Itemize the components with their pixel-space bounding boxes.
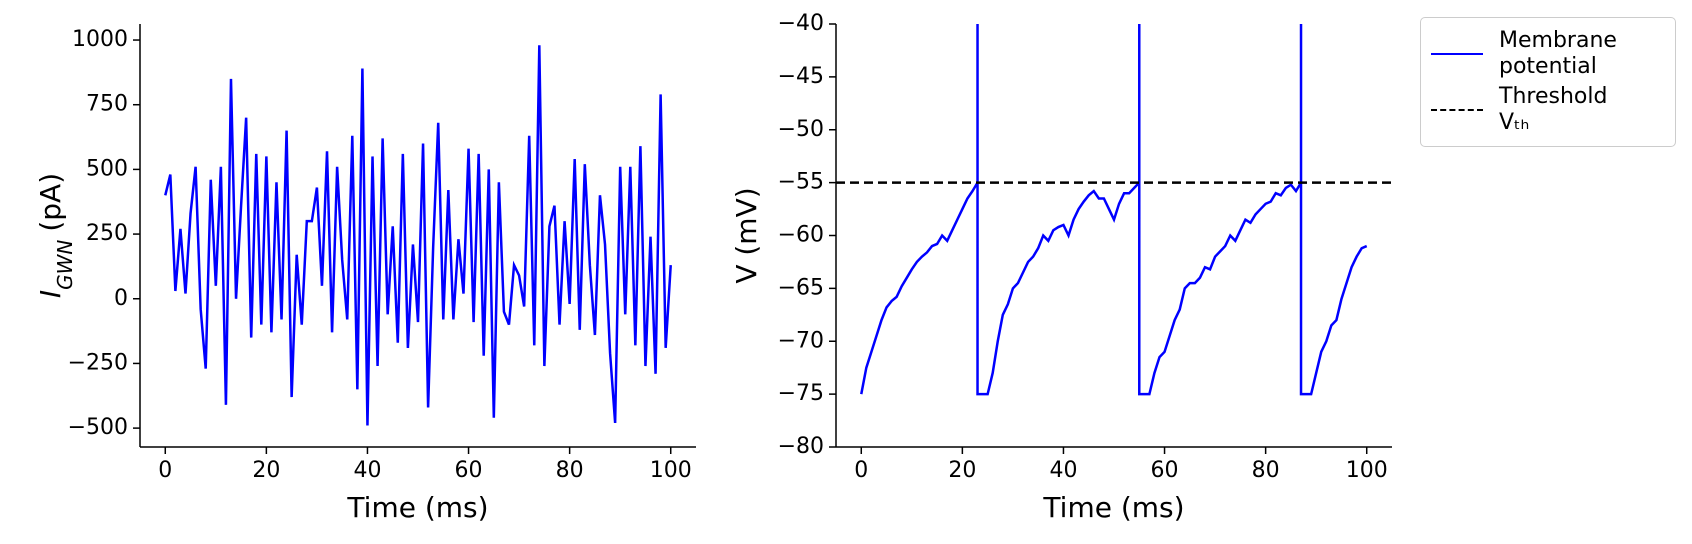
- legend-label: Membrane potential: [1499, 28, 1617, 79]
- y-tick-label: −70: [778, 328, 824, 353]
- y-tick-label: −250: [68, 350, 128, 375]
- y-tick-label: 1000: [72, 27, 128, 52]
- y-tick-label: −65: [778, 275, 824, 300]
- legend: Membrane potential Threshold Vₜₕ: [1420, 17, 1676, 147]
- y-tick-label: −40: [778, 11, 824, 36]
- x-tick-label: 100: [1346, 458, 1388, 483]
- y-tick-label: 250: [86, 221, 128, 246]
- y-axis-label: V (mV): [730, 187, 763, 283]
- y-tick-label: 500: [86, 156, 128, 181]
- x-tick-label: 40: [353, 458, 381, 483]
- x-axis-label: Time (ms): [1042, 491, 1184, 524]
- data-line: [860, 24, 1368, 396]
- legend-swatch: [1431, 53, 1483, 55]
- legend-entry: Membrane potential: [1431, 28, 1665, 80]
- y-axis-label-part: I: [34, 290, 67, 298]
- y-tick-label: −80: [778, 434, 824, 459]
- axes: 0 20 40 60 80 100 −80 −75 −70 −65 −60 −55 −50 −45 −40 T…: [730, 11, 1392, 524]
- x-tick-label: 60: [1151, 458, 1179, 483]
- y-tick-label: 750: [86, 92, 128, 117]
- y-tick-label: −55: [778, 170, 824, 195]
- y-axis-label-part: V (mV): [730, 187, 763, 283]
- x-tick-label: 20: [948, 458, 976, 483]
- x-tick-label: 0: [158, 458, 172, 483]
- axes: 0 20 40 60 80 100 −500 −250 0 250 500 750 1000 Time (…: [34, 24, 696, 524]
- data-line: [164, 45, 672, 426]
- y-axis-label-part: (pA): [34, 173, 67, 232]
- y-tick-label: −60: [778, 223, 824, 248]
- x-tick-label: 40: [1049, 458, 1077, 483]
- x-axis-label: Time (ms): [346, 491, 488, 524]
- x-tick-label: 100: [650, 458, 692, 483]
- x-tick-label: 0: [854, 458, 868, 483]
- legend-swatch: [1431, 109, 1483, 111]
- legend-label: Threshold Vₜₕ: [1499, 84, 1608, 135]
- y-axis-label: IGWN (pA): [34, 173, 77, 298]
- y-axis-label-part: GWN: [53, 240, 77, 290]
- y-tick-label: −75: [778, 381, 824, 406]
- y-tick-label: −50: [778, 117, 824, 142]
- legend-entry: Threshold Vₜₕ: [1431, 84, 1665, 136]
- x-tick-label: 20: [252, 458, 280, 483]
- x-tick-label: 80: [1252, 458, 1280, 483]
- x-tick-label: 80: [556, 458, 584, 483]
- y-tick-label: −45: [778, 64, 824, 89]
- y-tick-label: 0: [114, 286, 128, 311]
- y-tick-label: −500: [68, 415, 128, 440]
- x-tick-label: 60: [455, 458, 483, 483]
